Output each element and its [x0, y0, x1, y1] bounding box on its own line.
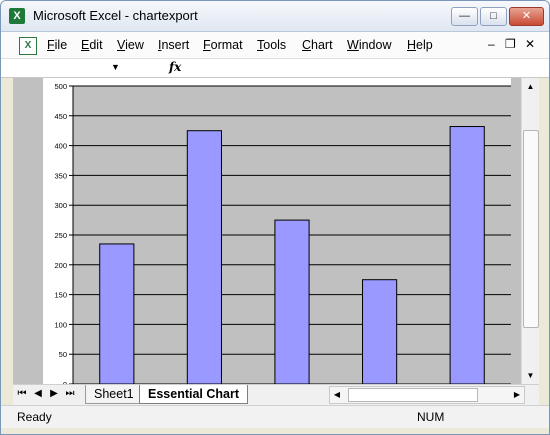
- menu-format[interactable]: Format: [203, 38, 243, 52]
- menu-tools[interactable]: Tools: [257, 38, 287, 52]
- y-tick-label: 300: [54, 201, 67, 210]
- doc-restore-button[interactable]: ❐: [505, 37, 516, 51]
- bar: [99, 243, 135, 384]
- menu-insert[interactable]: Insert: [158, 38, 190, 52]
- bar: [362, 279, 398, 384]
- excel-app-icon[interactable]: X: [9, 8, 25, 24]
- menu-chart[interactable]: Chart: [302, 38, 333, 52]
- y-tick-label: 450: [54, 112, 67, 121]
- y-tick-label: 500: [54, 82, 67, 91]
- close-button[interactable]: ✕: [509, 7, 544, 26]
- y-tick-label: 200: [54, 261, 67, 270]
- status-ready: Ready: [17, 410, 52, 424]
- scroll-up-button[interactable]: ▲: [526, 82, 535, 91]
- sheet-tabs-bar: ⏮ ◀ ▶ ⏭ Sheet1 Essential Chart ◀ ▶: [13, 384, 539, 405]
- next-sheet-button[interactable]: ▶: [50, 388, 58, 399]
- y-tick-label: 350: [54, 171, 67, 180]
- menu-window[interactable]: Window: [347, 38, 392, 52]
- chart-sheet: 0 50 100 150 200 250 300 350 400 450 500: [13, 78, 539, 384]
- insert-function-icon[interactable]: fx: [169, 60, 182, 74]
- vertical-scrollbar[interactable]: ▲ ▼: [521, 78, 539, 384]
- formula-bar: ▼ fx: [1, 59, 549, 78]
- scroll-left-button[interactable]: ◀: [333, 390, 341, 399]
- status-bar: Ready NUM: [1, 405, 549, 428]
- bar: [274, 219, 310, 384]
- y-tick-label: 0: [63, 380, 67, 384]
- tab-sheet1[interactable]: Sheet1: [85, 385, 143, 404]
- menu-file[interactable]: File: [47, 38, 68, 52]
- status-num-lock: NUM: [417, 410, 445, 424]
- horizontal-scroll-thumb[interactable]: [348, 388, 478, 402]
- bar-chart[interactable]: 0 50 100 150 200 250 300 350 400 450 500: [43, 78, 511, 384]
- y-tick-label: 250: [54, 231, 67, 240]
- menu-view[interactable]: View: [117, 38, 144, 52]
- prev-sheet-button[interactable]: ◀: [34, 388, 42, 399]
- maximize-button[interactable]: □: [480, 7, 507, 26]
- vertical-scroll-thumb[interactable]: [523, 130, 539, 328]
- menu-edit[interactable]: Edit: [81, 38, 103, 52]
- y-tick-label: 400: [54, 142, 67, 151]
- workbook-icon[interactable]: X: [19, 37, 37, 55]
- menu-help[interactable]: Help: [407, 38, 433, 52]
- window-title: Microsoft Excel - chartexport: [33, 8, 198, 23]
- scroll-down-button[interactable]: ▼: [526, 371, 535, 380]
- bar: [449, 126, 485, 384]
- title-bar: X Microsoft Excel - chartexport — □ ✕: [1, 1, 549, 32]
- doc-minimize-button[interactable]: –: [488, 37, 495, 51]
- doc-close-button[interactable]: ✕: [525, 37, 536, 51]
- minimize-button[interactable]: —: [451, 7, 478, 26]
- horizontal-scrollbar[interactable]: ◀ ▶: [329, 386, 525, 404]
- name-box-dropdown-icon[interactable]: ▼: [111, 62, 120, 72]
- menu-bar: X File Edit View Insert Format Tools Cha…: [1, 32, 549, 59]
- y-tick-label: 150: [54, 291, 67, 300]
- tab-essential-chart[interactable]: Essential Chart: [139, 385, 249, 404]
- first-sheet-button[interactable]: ⏮: [17, 388, 27, 399]
- bar: [186, 130, 222, 384]
- scroll-right-button[interactable]: ▶: [513, 390, 521, 399]
- y-tick-label: 100: [54, 320, 67, 329]
- y-tick-label: 50: [59, 350, 67, 359]
- chart-area[interactable]: 0 50 100 150 200 250 300 350 400 450 500: [43, 78, 511, 384]
- last-sheet-button[interactable]: ⏭: [65, 388, 75, 399]
